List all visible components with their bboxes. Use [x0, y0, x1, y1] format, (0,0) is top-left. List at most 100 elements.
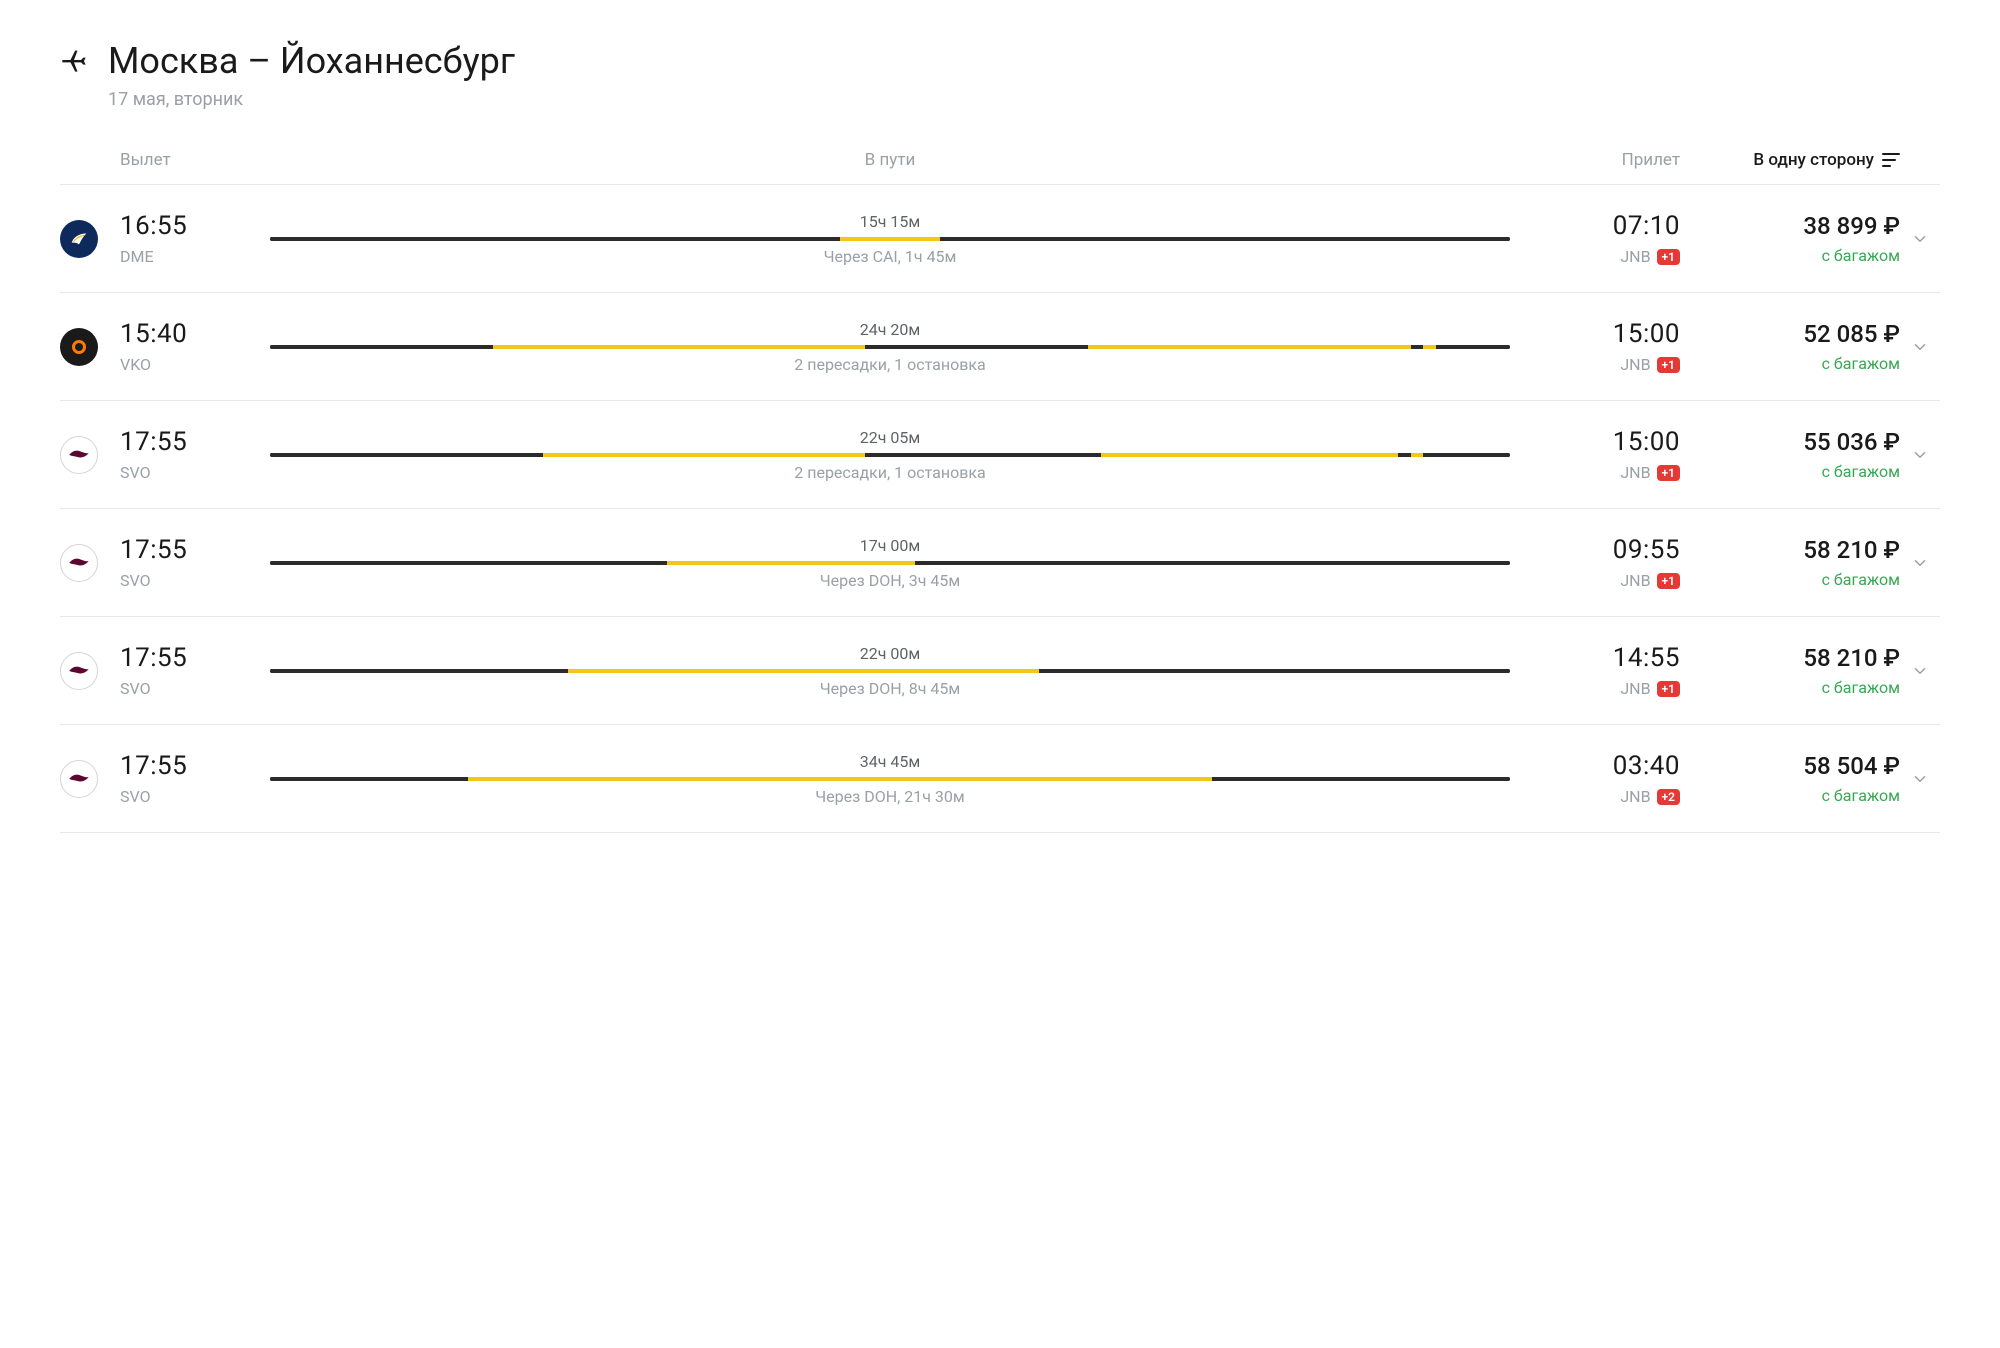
expand-chevron-icon[interactable]	[1911, 770, 1929, 788]
arrival-time: 14:55	[1613, 643, 1680, 673]
price-block: 58 210 ₽ с багажом	[1680, 536, 1900, 589]
baggage-label: с багажом	[1822, 354, 1900, 373]
duration-text: 22ч 05м	[860, 428, 921, 447]
expand-chevron-icon[interactable]	[1911, 338, 1929, 356]
departure-time: 17:55	[120, 535, 250, 565]
duration-text: 17ч 00м	[860, 536, 921, 555]
expand-chevron-icon[interactable]	[1911, 662, 1929, 680]
price: 58 504 ₽	[1803, 752, 1900, 780]
duration-bar	[270, 777, 1510, 781]
duration-block: 24ч 20м 2 пересадки, 1 остановка	[250, 320, 1530, 374]
expand-chevron-icon[interactable]	[1911, 554, 1929, 572]
price: 55 036 ₽	[1803, 428, 1900, 456]
flight-row[interactable]: 16:55 DME 15ч 15м Через CAI, 1ч 45м 07:1…	[60, 185, 1940, 293]
airline-logo-qatar	[60, 652, 98, 690]
price: 52 085 ₽	[1803, 320, 1900, 348]
arrival-block: 14:55 JNB +1	[1530, 643, 1680, 698]
departure-block: 15:40 VKO	[120, 319, 250, 374]
price: 38 899 ₽	[1803, 212, 1900, 240]
duration-text: 34ч 45м	[860, 752, 921, 771]
layover-text: Через CAI, 1ч 45м	[824, 247, 957, 266]
departure-time: 17:55	[120, 751, 250, 781]
plane-icon	[60, 46, 88, 74]
sort-button[interactable]: В одну сторону	[1680, 150, 1900, 170]
price-block: 58 210 ₽ с багажом	[1680, 644, 1900, 697]
price-block: 55 036 ₽ с багажом	[1680, 428, 1900, 481]
price: 58 210 ₽	[1803, 644, 1900, 672]
duration-text: 24ч 20м	[860, 320, 921, 339]
duration-text: 22ч 00м	[860, 644, 921, 663]
departure-block: 17:55 SVO	[120, 751, 250, 806]
column-duration: В пути	[250, 150, 1530, 170]
arrival-airport: JNB +1	[1620, 679, 1680, 698]
page-header: Москва – Йоханнесбург 17 мая, вторник	[60, 40, 1940, 110]
arrival-airport: JNB +1	[1620, 463, 1680, 482]
duration-block: 22ч 05м 2 пересадки, 1 остановка	[250, 428, 1530, 482]
day-offset-badge: +1	[1657, 681, 1680, 697]
price-block: 52 085 ₽ с багажом	[1680, 320, 1900, 373]
expand-chevron-icon[interactable]	[1911, 230, 1929, 248]
arrival-airport: JNB +2	[1620, 787, 1680, 806]
arrival-airport: JNB +1	[1620, 247, 1680, 266]
airline-logo-egyptair	[60, 220, 98, 258]
price: 58 210 ₽	[1803, 536, 1900, 564]
arrival-block: 03:40 JNB +2	[1530, 751, 1680, 806]
departure-time: 17:55	[120, 427, 250, 457]
arrival-block: 07:10 JNB +1	[1530, 211, 1680, 266]
arrival-time: 15:00	[1613, 427, 1680, 457]
airline-logo-dark	[60, 328, 98, 366]
day-offset-badge: +1	[1657, 249, 1680, 265]
layover-text: 2 пересадки, 1 остановка	[794, 463, 985, 482]
baggage-label: с багажом	[1822, 246, 1900, 265]
departure-airport: SVO	[120, 787, 250, 806]
duration-text: 15ч 15м	[860, 212, 921, 231]
arrival-time: 03:40	[1613, 751, 1680, 781]
route-date: 17 мая, вторник	[108, 89, 515, 110]
departure-time: 17:55	[120, 643, 250, 673]
layover-text: 2 пересадки, 1 остановка	[794, 355, 985, 374]
arrival-time: 15:00	[1613, 319, 1680, 349]
departure-block: 17:55 SVO	[120, 535, 250, 590]
duration-bar	[270, 345, 1510, 349]
day-offset-badge: +2	[1657, 789, 1680, 805]
departure-airport: DME	[120, 247, 250, 266]
departure-airport: SVO	[120, 679, 250, 698]
sort-icon	[1882, 153, 1900, 167]
arrival-time: 07:10	[1613, 211, 1680, 241]
departure-airport: SVO	[120, 571, 250, 590]
departure-airport: SVO	[120, 463, 250, 482]
duration-block: 15ч 15м Через CAI, 1ч 45м	[250, 212, 1530, 266]
day-offset-badge: +1	[1657, 573, 1680, 589]
layover-text: Через DOH, 3ч 45м	[820, 571, 961, 590]
day-offset-badge: +1	[1657, 465, 1680, 481]
layover-text: Через DOH, 21ч 30м	[815, 787, 965, 806]
baggage-label: с багажом	[1822, 462, 1900, 481]
arrival-time: 09:55	[1613, 535, 1680, 565]
flights-list: 16:55 DME 15ч 15м Через CAI, 1ч 45м 07:1…	[60, 185, 1940, 833]
flight-row[interactable]: 17:55 SVO 34ч 45м Через DOH, 21ч 30м 03:…	[60, 725, 1940, 833]
departure-block: 16:55 DME	[120, 211, 250, 266]
departure-time: 15:40	[120, 319, 250, 349]
arrival-block: 15:00 JNB +1	[1530, 427, 1680, 482]
duration-block: 22ч 00м Через DOH, 8ч 45м	[250, 644, 1530, 698]
flight-row[interactable]: 17:55 SVO 17ч 00м Через DOH, 3ч 45м 09:5…	[60, 509, 1940, 617]
price-block: 38 899 ₽ с багажом	[1680, 212, 1900, 265]
arrival-airport: JNB +1	[1620, 355, 1680, 374]
duration-bar	[270, 669, 1510, 673]
route-title: Москва – Йоханнесбург	[108, 40, 515, 83]
duration-block: 34ч 45м Через DOH, 21ч 30м	[250, 752, 1530, 806]
flight-row[interactable]: 15:40 VKO 24ч 20м 2 пересадки, 1 останов…	[60, 293, 1940, 401]
duration-bar	[270, 453, 1510, 457]
column-departure: Вылет	[120, 150, 250, 170]
expand-chevron-icon[interactable]	[1911, 446, 1929, 464]
airline-logo-qatar	[60, 760, 98, 798]
price-block: 58 504 ₽ с багажом	[1680, 752, 1900, 805]
flight-row[interactable]: 17:55 SVO 22ч 05м 2 пересадки, 1 останов…	[60, 401, 1940, 509]
duration-bar	[270, 561, 1510, 565]
departure-block: 17:55 SVO	[120, 427, 250, 482]
sort-label: В одну сторону	[1753, 150, 1874, 170]
duration-bar	[270, 237, 1510, 241]
departure-block: 17:55 SVO	[120, 643, 250, 698]
day-offset-badge: +1	[1657, 357, 1680, 373]
flight-row[interactable]: 17:55 SVO 22ч 00м Через DOH, 8ч 45м 14:5…	[60, 617, 1940, 725]
